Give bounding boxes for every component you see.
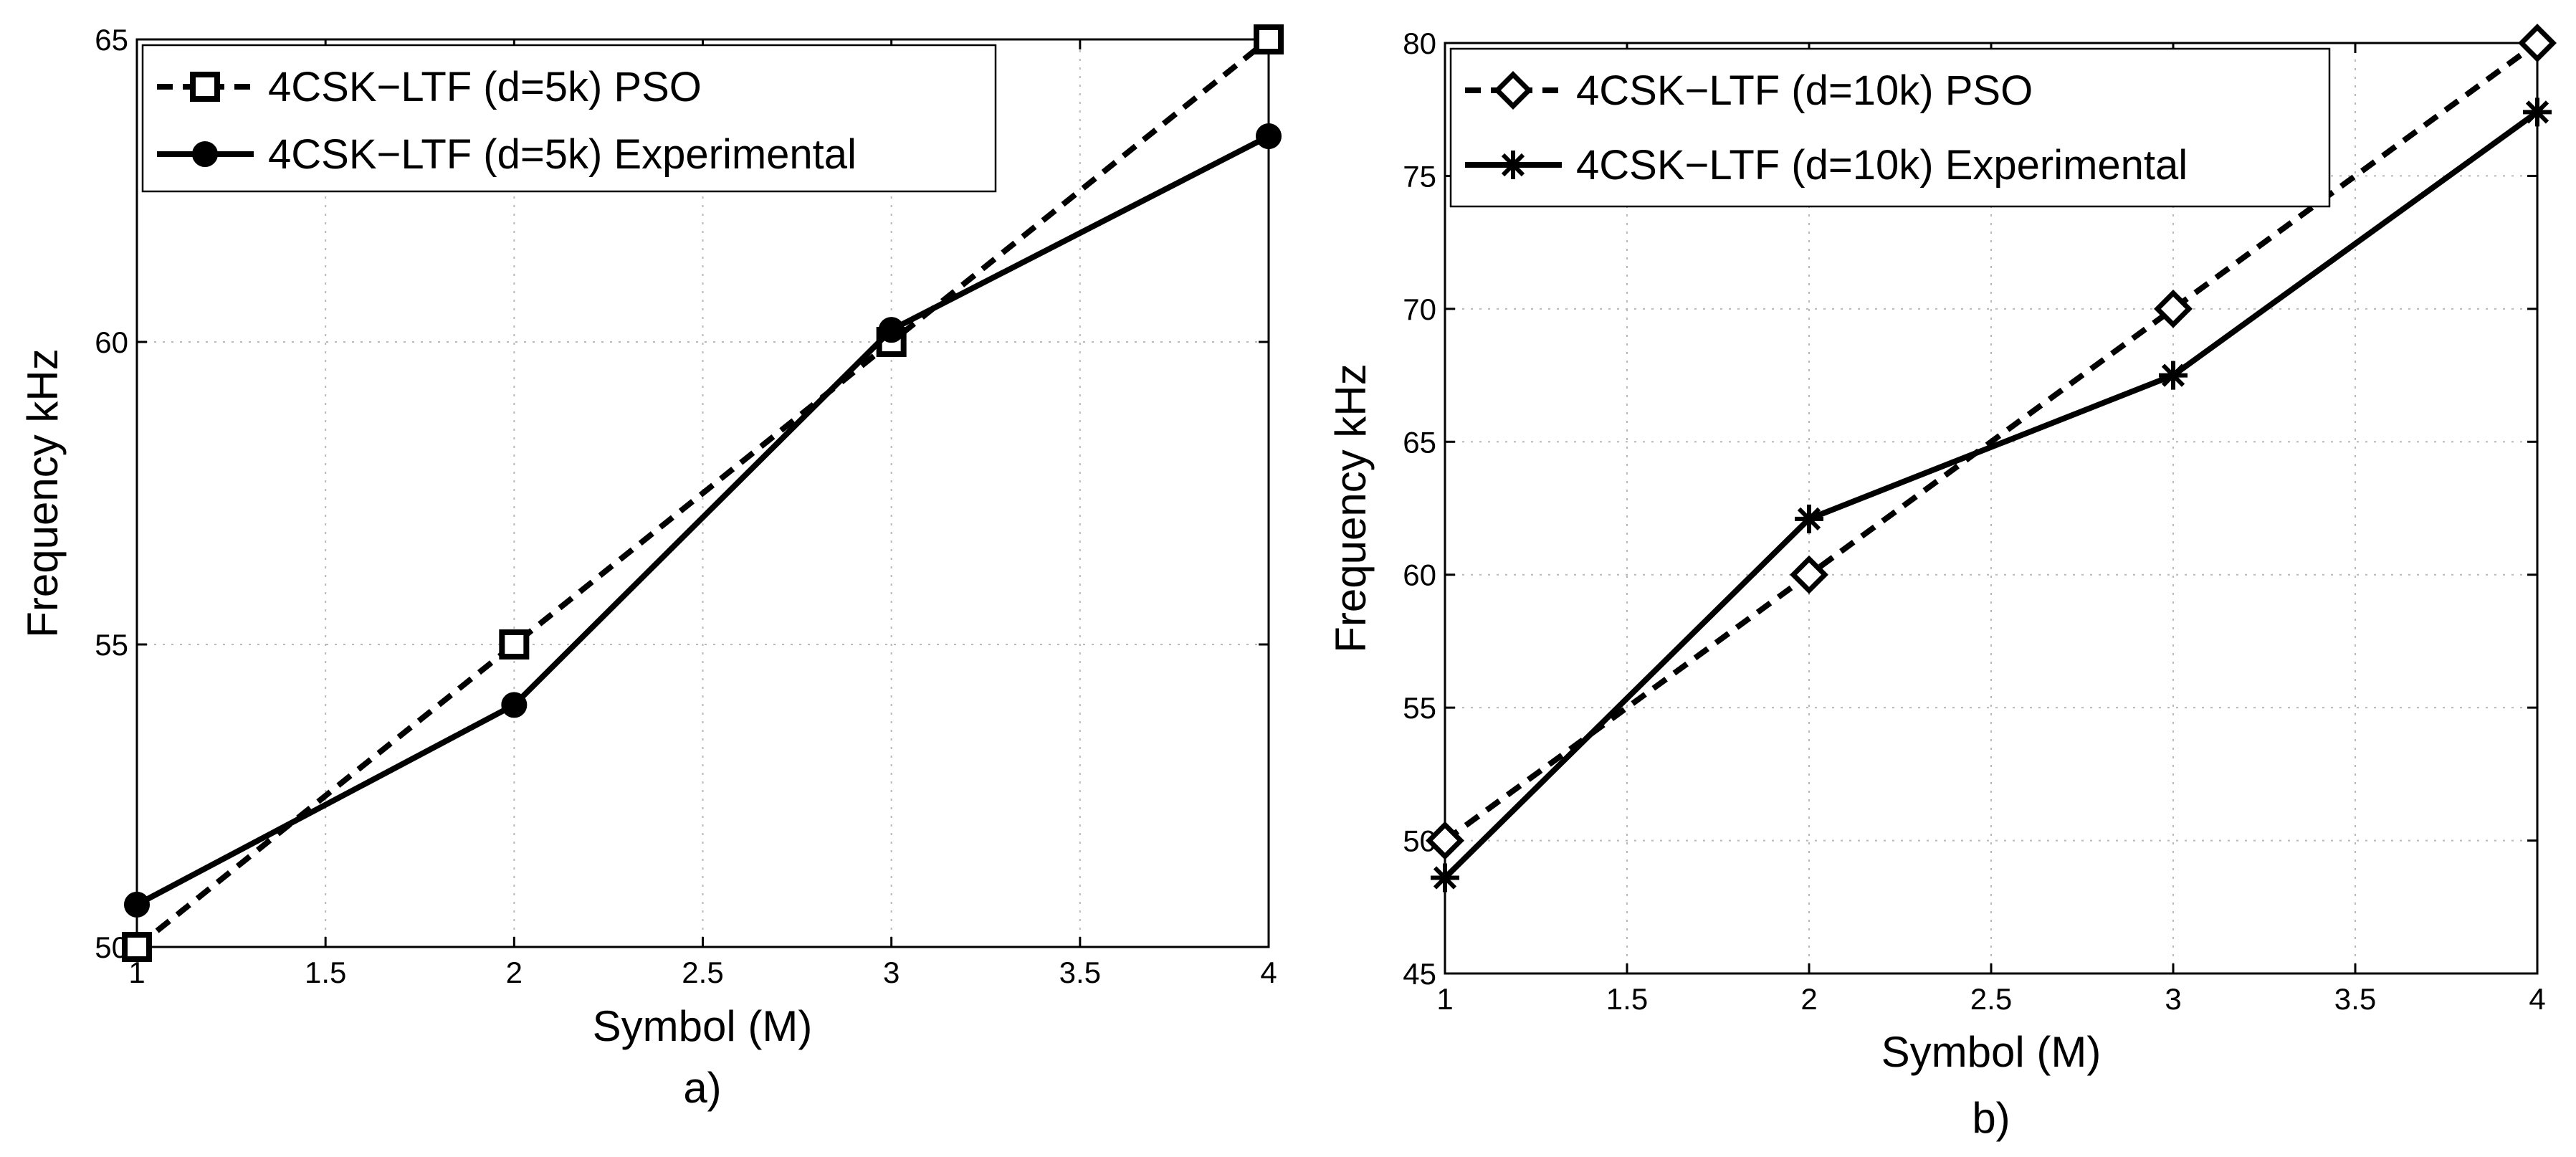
- x-tick-label-b: 2.5: [1970, 982, 2012, 1016]
- data-point-a-0: [1254, 24, 1284, 54]
- legend-label-a-0: 4CSK−LTF (d=5k) PSO: [268, 64, 702, 110]
- y-tick-label-b: 60: [1403, 558, 1436, 592]
- legend-label-b-0: 4CSK−LTF (d=10k) PSO: [1576, 67, 2033, 114]
- x-tick-label-a: 1: [128, 956, 145, 989]
- x-tick-label-b: 3.5: [2334, 982, 2376, 1016]
- data-point-a-1: [501, 692, 528, 718]
- legend-a: 4CSK−LTF (d=5k) PSO 4CSK−LTF (d=5k) Exper…: [141, 44, 997, 193]
- x-tick-label-b: 2: [1800, 982, 1817, 1016]
- y-tick-label-b: 55: [1403, 691, 1436, 725]
- data-point-b-0: [1790, 555, 1828, 594]
- data-series-b: [1426, 24, 2557, 892]
- legend-box-a: [141, 44, 997, 193]
- x-tick-label-a: 3: [883, 956, 900, 989]
- y-tick-label-b: 75: [1403, 159, 1436, 193]
- data-point-b-1: [2159, 361, 2188, 390]
- x-tick-label-a: 1.5: [305, 956, 346, 989]
- y-tick-label-b: 70: [1403, 292, 1436, 326]
- legend-marker-a-0-outline: [190, 72, 220, 102]
- data-point-a-1: [124, 891, 150, 918]
- y-axis-title-a: Frequency kHz: [19, 348, 67, 637]
- y-tick-label-a: 55: [95, 628, 128, 662]
- y-tick-label-a: 65: [95, 23, 128, 57]
- y-tick-label-b: 65: [1403, 425, 1436, 459]
- legend-marker-a-1: [192, 141, 218, 167]
- x-tick-label-a: 2.5: [682, 956, 723, 989]
- data-point-a-1: [878, 317, 905, 343]
- series-line-b-0: [1443, 40, 2539, 843]
- x-tick-label-a: 4: [1260, 956, 1277, 989]
- data-series-a: [122, 24, 1284, 962]
- y-tick-label-a: 60: [95, 325, 128, 359]
- data-point-a-0: [499, 629, 530, 660]
- y-axis-title-b: Frequency kHz: [1327, 363, 1375, 652]
- x-axis-title-b: Symbol (M): [1881, 1028, 2102, 1076]
- data-point-b-0: [1426, 821, 1464, 860]
- data-point-a-0-outline: [499, 629, 530, 660]
- legend-label-b-1: 4CSK−LTF (d=10k) Experimental: [1576, 142, 2188, 189]
- panel-caption-b: b): [1972, 1094, 2010, 1142]
- x-tick-label-a: 2: [506, 956, 523, 989]
- y-tick-label-b: 45: [1403, 957, 1436, 991]
- legend-box-b: [1449, 47, 2331, 208]
- data-point-b-0: [2518, 24, 2557, 62]
- series-line-a-1: [135, 133, 1270, 908]
- x-tick-label-b: 1.5: [1606, 982, 1648, 1016]
- data-point-a-1: [1256, 123, 1282, 150]
- data-point-a-0: [122, 932, 152, 962]
- data-point-b-1: [2523, 97, 2552, 127]
- x-tick-label-b: 4: [2529, 982, 2545, 1016]
- series-line-a-0: [135, 37, 1271, 950]
- legend-b: 4CSK−LTF (d=10k) PSO 4CSK−LTF (d=10k) Exp…: [1449, 47, 2331, 208]
- data-point-b-1: [1795, 504, 1823, 533]
- x-axis-title-a: Symbol (M): [593, 1002, 813, 1050]
- data-point-a-0-outline: [1254, 24, 1284, 54]
- x-tick-label-a: 3.5: [1059, 956, 1101, 989]
- x-tick-label-b: 3: [2165, 982, 2181, 1016]
- series-line-b-1: [1443, 110, 2539, 880]
- panel-caption-a: a): [683, 1064, 721, 1112]
- data-point-a-0-outline: [122, 932, 152, 962]
- legend-marker-a-0: [190, 72, 220, 102]
- y-tick-label-b: 80: [1403, 27, 1436, 60]
- data-point-b-1: [1431, 863, 1459, 892]
- x-tick-label-b: 1: [1436, 982, 1453, 1016]
- legend-label-a-1: 4CSK−LTF (d=5k) Experimental: [268, 131, 857, 178]
- legend-marker-b-0: [1494, 71, 1532, 110]
- legend-marker-b-1: [1499, 151, 1527, 179]
- data-point-b-0: [2154, 289, 2193, 328]
